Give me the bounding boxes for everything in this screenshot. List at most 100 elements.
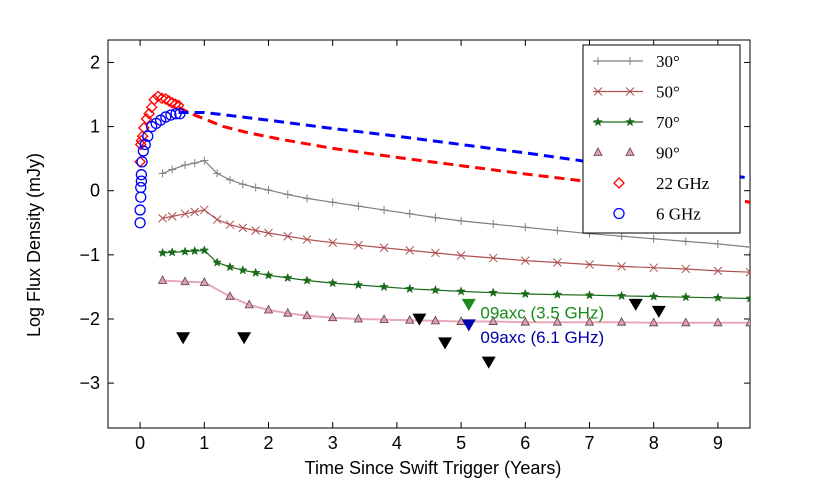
series-0-point-20 <box>553 226 562 235</box>
upper-limit-6 <box>651 305 666 318</box>
y-tick-label-0: 0 <box>90 181 100 201</box>
series-0-point-0 <box>158 169 167 178</box>
series-4-point-3 <box>136 130 149 143</box>
series-0-point-18 <box>489 220 498 229</box>
series-3-point-22 <box>745 317 750 327</box>
series-1-point-25 <box>713 266 723 276</box>
series-3-point-3 <box>225 291 235 300</box>
legend: 30° 50° 70° 90° 22 GHz 6 GHz <box>582 44 741 234</box>
legend-label-3: 90° <box>656 144 680 163</box>
series-3-point-16 <box>552 316 563 326</box>
series-2-point-0 <box>157 247 168 258</box>
series-2-point-25 <box>712 292 723 303</box>
series-0-point-24 <box>681 237 690 246</box>
series-5-point-8 <box>139 138 151 151</box>
x-tick-label-8: 8 <box>649 433 659 453</box>
series-5-point-15 <box>170 108 182 120</box>
series-0-point-23 <box>649 234 658 243</box>
series-1-point-8 <box>251 226 261 235</box>
series-3-point-6 <box>283 307 293 317</box>
series-5-point-4 <box>135 175 148 187</box>
series-5-point-3 <box>135 181 147 194</box>
series-3-point-18 <box>616 316 627 326</box>
series-3-point-7 <box>302 310 312 320</box>
series-0-point-22 <box>617 232 626 241</box>
series-2-point-26 <box>745 293 750 303</box>
x-tick-label-9: 9 <box>713 433 723 453</box>
series-1 <box>158 205 750 277</box>
series-4-point-13 <box>166 96 179 109</box>
y-tick-label--2: −2 <box>79 309 100 329</box>
series-1-point-6 <box>225 220 235 230</box>
axes-frame <box>107 39 751 429</box>
legend-marker-a-2 <box>593 116 603 127</box>
series-1-point-17 <box>456 251 466 260</box>
series-1-point-23 <box>649 263 659 273</box>
series-3-point-14 <box>488 316 498 325</box>
series-0-point-3 <box>190 159 199 168</box>
series-0-point-10 <box>283 190 292 199</box>
upper-limit-5 <box>628 298 643 311</box>
x-tick-label-7: 7 <box>584 433 594 453</box>
series-1-point-2 <box>180 209 190 219</box>
series-5-point-5 <box>135 169 148 181</box>
series-2-point-22 <box>616 290 627 301</box>
series-2-point-5 <box>212 257 223 267</box>
series-1-point-1 <box>167 212 177 221</box>
y-tick-label-1: 1 <box>90 117 100 137</box>
series-1-point-3 <box>190 207 200 217</box>
x-tick-label-4: 4 <box>392 433 402 453</box>
x-tick-label-0: 0 <box>135 433 145 453</box>
series-0-point-15 <box>405 209 414 218</box>
series-0-point-12 <box>328 198 337 207</box>
legend-marker-b-2 <box>625 116 635 127</box>
series-0-point-13 <box>354 202 363 211</box>
series-5-point-0 <box>134 217 146 229</box>
x-tick-label-1: 1 <box>199 433 209 453</box>
series-2-point-8 <box>250 267 261 278</box>
series-3-point-19 <box>649 317 659 327</box>
series-0-point-4 <box>200 156 209 165</box>
series-2-point-4 <box>199 245 210 255</box>
y-tick-label-2: 2 <box>90 52 100 72</box>
legend-item-4: 22 GHz <box>613 174 710 193</box>
series-2-point-2 <box>180 246 190 256</box>
series-1-point-16 <box>431 248 440 258</box>
series-1-point-22 <box>617 262 626 271</box>
series-1-point-15 <box>405 246 415 255</box>
legend-box <box>582 44 741 234</box>
series-0-point-14 <box>380 205 389 214</box>
series-4-point-15 <box>172 99 185 112</box>
legend-label-4: 22 GHz <box>656 174 710 193</box>
series-0-point-11 <box>303 194 312 203</box>
series-3-point-2 <box>199 277 209 286</box>
series-3-point-12 <box>430 315 441 325</box>
series-2-point-3 <box>189 245 200 256</box>
legend-marker-4 <box>613 177 625 189</box>
series-3-point-10 <box>379 314 389 324</box>
series-3-point-0 <box>157 275 168 284</box>
axes: 0 1 2 3 4 5 6 7 8 9 −3 −2 −1 0 1 2 <box>79 39 751 453</box>
series-3-point-17 <box>584 316 595 326</box>
series-2-point-16 <box>430 284 441 295</box>
series-2-point-10 <box>282 272 293 283</box>
series-2-point-14 <box>379 281 390 292</box>
annotation-0: 09axc (3.5 GHz) <box>480 304 604 323</box>
x-tick-label-2: 2 <box>263 433 273 453</box>
series-2-point-13 <box>353 279 364 290</box>
series-1-point-18 <box>488 253 498 263</box>
series-4-point-7 <box>145 101 158 114</box>
series-1-point-10 <box>283 231 293 241</box>
series-1-point-24 <box>681 264 691 274</box>
series-2-point-20 <box>552 289 563 299</box>
series-3-point-8 <box>328 312 338 322</box>
series-2-point-7 <box>237 265 248 275</box>
series-3-point-1 <box>180 276 190 286</box>
y-axis-label: Log Flux Density (mJy) <box>24 153 44 337</box>
series-5-point-13 <box>160 111 172 123</box>
series-0-point-25 <box>713 239 722 248</box>
series-1-point-19 <box>520 256 530 265</box>
series-0-point-6 <box>225 175 234 184</box>
series-3-point-4 <box>244 299 254 309</box>
series-2-point-18 <box>488 287 499 297</box>
